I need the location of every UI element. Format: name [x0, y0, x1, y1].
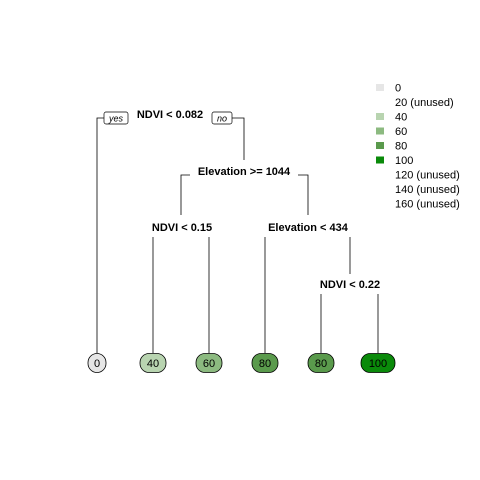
- legend-item: 40: [376, 112, 407, 124]
- legend-swatch: [376, 142, 384, 149]
- legend-label: 60: [395, 126, 407, 138]
- split-label-ndvi015: NDVI < 0.15: [152, 222, 212, 234]
- split-label-root: NDVI < 0.082: [137, 109, 203, 121]
- edge-root-left: [96, 117, 116, 353]
- leaf-box: [307, 353, 335, 373]
- legend-label: 100: [395, 155, 413, 167]
- legend-item: 80: [376, 141, 407, 153]
- leaf-label: 40: [147, 358, 159, 370]
- legend-label: 80: [395, 141, 407, 153]
- legend-item: 60: [376, 126, 407, 138]
- leaf-label: 60: [203, 358, 215, 370]
- leaf-label: 80: [259, 358, 271, 370]
- legend-item: 100: [376, 155, 413, 167]
- leaf-label: 0: [94, 358, 100, 370]
- branch-tag-no-text: no: [217, 114, 227, 124]
- legend-label: 160 (unused): [395, 199, 460, 211]
- legend-item: 120 (unused): [395, 170, 460, 182]
- legend-label: 40: [395, 112, 407, 124]
- leaf-nodes: 0 40 60 80 80 100: [87, 353, 396, 373]
- legend-label: 20 (unused): [395, 97, 454, 109]
- leaf-box: [87, 353, 107, 373]
- leaf-node: 0: [87, 353, 107, 373]
- tree-edges: [96, 117, 379, 353]
- leaf-node: 100: [360, 353, 396, 373]
- split-label-ndvi022: NDVI < 0.22: [320, 279, 380, 291]
- leaf-node: 80: [251, 353, 279, 373]
- legend-swatch: [376, 156, 384, 164]
- leaf-box: [360, 353, 396, 373]
- leaf-label: 80: [315, 358, 327, 370]
- edge-elev1044-right: [298, 174, 309, 215]
- legend-swatch: [376, 113, 384, 120]
- leaf-node: 40: [139, 353, 167, 373]
- leaf-node: 80: [307, 353, 335, 373]
- legend-item: 0: [376, 83, 401, 95]
- leaf-box: [139, 353, 167, 373]
- leaf-node: 60: [195, 353, 223, 373]
- legend-item: 20 (unused): [395, 97, 454, 109]
- leaf-box: [195, 353, 223, 373]
- branch-tag-yes: yes: [103, 111, 129, 125]
- legend: 0 20 (unused) 40 60 80 100 120 (unused) 140 (un…: [376, 83, 460, 211]
- legend-swatch: [376, 127, 384, 135]
- legend-swatch: [376, 84, 384, 91]
- branch-tag-no: no: [211, 111, 233, 125]
- split-label-elev1044: Elevation >= 1044: [198, 166, 291, 178]
- split-label-elev434: Elevation < 434: [268, 222, 349, 234]
- split-nodes: NDVI < 0.082 Elevation >= 1044 NDVI < 0.…: [131, 107, 384, 292]
- leaf-box: [251, 353, 279, 373]
- branch-tag-yes-text: yes: [108, 114, 124, 124]
- leaf-label: 100: [369, 358, 387, 370]
- legend-label: 120 (unused): [395, 170, 460, 182]
- legend-label: 0: [395, 83, 401, 95]
- legend-label: 140 (unused): [395, 184, 460, 196]
- legend-item: 160 (unused): [395, 199, 460, 211]
- edge-elev1044-left: [180, 174, 190, 215]
- legend-item: 140 (unused): [395, 184, 460, 196]
